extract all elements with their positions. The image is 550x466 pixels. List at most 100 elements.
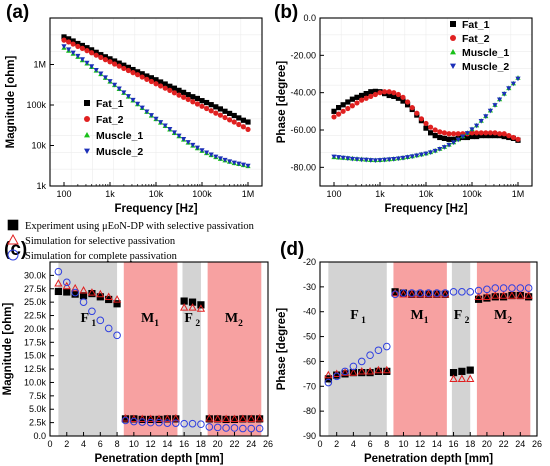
data-point: [374, 367, 383, 375]
data-point: [217, 112, 224, 118]
y-tick-label: 17.5k: [24, 337, 47, 347]
data-point: [515, 136, 521, 142]
data-point: [217, 106, 224, 112]
data-point: [163, 414, 172, 423]
data-point: [441, 135, 448, 141]
series-fat-2: [331, 89, 521, 142]
data-point: [414, 153, 420, 159]
data-point: [399, 289, 408, 297]
data-point: [441, 289, 449, 297]
axis-frame: [319, 261, 538, 437]
data-point: [102, 54, 108, 60]
legend-marker: [7, 219, 19, 231]
data-point: [185, 140, 191, 145]
y-tick-label: 1k: [36, 181, 46, 191]
data-point: [245, 119, 251, 125]
data-point: [466, 374, 475, 382]
data-point: [61, 34, 67, 40]
data-point: [516, 284, 525, 292]
data-point: [497, 97, 503, 103]
data-point: [423, 120, 429, 127]
series-simulation-for-complete-passivation: [54, 267, 264, 433]
panel-label: (d): [280, 239, 304, 260]
data-point: [222, 114, 228, 121]
data-point: [112, 58, 118, 64]
region-f1: [58, 262, 118, 436]
data-point: [492, 103, 498, 108]
legend-label: Muscle_2: [96, 146, 143, 158]
x-tick-label: 1k: [105, 189, 115, 199]
x-tick-label: 1M: [242, 189, 255, 199]
legend: Fat_1 Fat_2 Muscle_1 Muscle_2: [450, 19, 509, 73]
data-point: [349, 362, 358, 371]
data-point: [107, 56, 113, 62]
data-point: [487, 133, 494, 139]
data-point: [449, 374, 458, 382]
panel-a: 100 1k 10k 100k 1M 1k 10k 100k 1M Frequency [Hz] M…: [5, 2, 263, 215]
x-tick-label: 14: [162, 439, 172, 449]
series-muscle-2: [61, 44, 251, 169]
data-point: [107, 59, 113, 65]
data-point: [79, 42, 85, 49]
data-point: [96, 316, 105, 325]
data-point: [146, 418, 155, 427]
data-point: [363, 95, 369, 101]
x-tick-label: 10k: [149, 189, 164, 199]
data-point: [88, 50, 95, 56]
data-point: [451, 140, 457, 146]
data-point: [324, 370, 333, 379]
data-point: [205, 423, 214, 431]
data-point: [226, 110, 233, 117]
data-point: [458, 288, 466, 296]
data-point: [455, 137, 461, 143]
data-point: [112, 82, 118, 88]
data-point: [204, 105, 210, 112]
data-point: [483, 114, 489, 119]
data-point: [441, 145, 448, 150]
data-point: [213, 110, 219, 116]
data-point: [395, 95, 402, 101]
data-point: [208, 108, 214, 114]
x-tick-label: 12: [415, 439, 425, 449]
data-point: [483, 294, 491, 302]
data-point: [116, 86, 122, 92]
x-ticks: 100 1k 10k 100k 1M: [326, 182, 524, 199]
data-point: [478, 133, 484, 139]
data-point: [188, 298, 197, 306]
x-tick-label: 26: [532, 439, 542, 449]
data-point: [144, 73, 150, 79]
data-point: [185, 92, 191, 98]
data-point: [87, 288, 97, 296]
data-point: [483, 130, 489, 136]
data-point: [188, 303, 197, 311]
data-point: [93, 67, 99, 73]
data-point: [181, 89, 187, 95]
data-point: [491, 293, 499, 301]
data-point: [230, 414, 239, 423]
data-point: [88, 289, 96, 298]
y-tick-label: 27.5k: [24, 284, 47, 294]
data-point: [474, 292, 483, 300]
data-point: [93, 49, 99, 55]
data-point: [492, 130, 498, 136]
data-point: [162, 85, 168, 91]
data-point: [437, 134, 443, 141]
data-point: [130, 417, 138, 426]
data-point: [71, 283, 80, 292]
data-point: [190, 94, 196, 100]
x-tick-label: 100k: [192, 189, 212, 199]
data-point: [382, 157, 388, 163]
data-point: [501, 131, 507, 137]
data-point: [205, 414, 214, 422]
x-tick-label: 4: [351, 439, 356, 449]
series-fat-1: [61, 34, 251, 125]
region-letter: M: [225, 311, 238, 326]
data-point: [196, 304, 206, 312]
data-point: [222, 157, 228, 163]
data-point: [469, 127, 475, 133]
data-point: [148, 75, 154, 81]
data-point: [446, 142, 452, 148]
data-point: [433, 289, 441, 297]
y-tick-label: -50: [303, 332, 316, 342]
